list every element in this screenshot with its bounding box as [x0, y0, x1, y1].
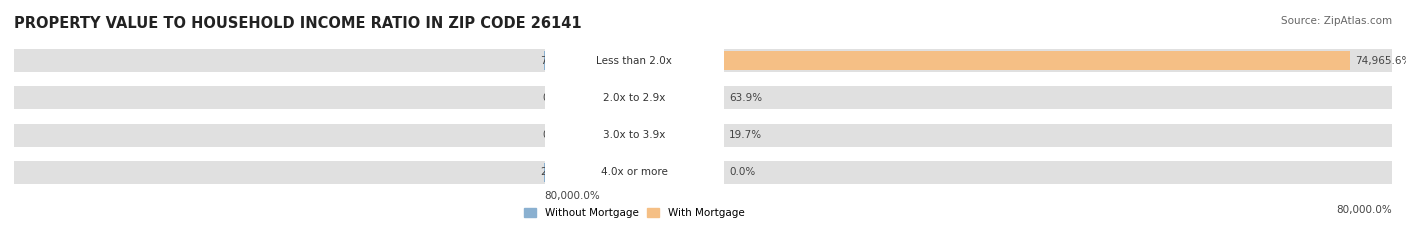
- Bar: [14, 49, 544, 72]
- Text: Source: ZipAtlas.com: Source: ZipAtlas.com: [1281, 16, 1392, 26]
- Bar: [724, 51, 1350, 70]
- Text: 19.7%: 19.7%: [730, 130, 762, 140]
- Bar: [14, 123, 544, 147]
- Text: 63.9%: 63.9%: [730, 93, 762, 103]
- Text: 74,965.6%: 74,965.6%: [1355, 56, 1406, 65]
- Text: 23.4%: 23.4%: [540, 168, 574, 177]
- Text: 0.0%: 0.0%: [541, 130, 568, 140]
- Bar: [724, 49, 1392, 72]
- Text: Less than 2.0x: Less than 2.0x: [596, 56, 672, 65]
- Bar: [724, 86, 1392, 110]
- Text: 2.0x to 2.9x: 2.0x to 2.9x: [603, 93, 665, 103]
- Text: 0.0%: 0.0%: [730, 168, 755, 177]
- Legend: Without Mortgage, With Mortgage: Without Mortgage, With Mortgage: [524, 208, 744, 218]
- Bar: [724, 161, 1392, 184]
- Text: 76.6%: 76.6%: [540, 56, 572, 65]
- Text: 3.0x to 3.9x: 3.0x to 3.9x: [603, 130, 665, 140]
- Bar: [14, 86, 544, 110]
- Text: 0.0%: 0.0%: [541, 93, 568, 103]
- Text: 80,000.0%: 80,000.0%: [544, 191, 600, 201]
- Bar: [724, 123, 1392, 147]
- Bar: [14, 161, 544, 184]
- Text: 4.0x or more: 4.0x or more: [600, 168, 668, 177]
- Text: PROPERTY VALUE TO HOUSEHOLD INCOME RATIO IN ZIP CODE 26141: PROPERTY VALUE TO HOUSEHOLD INCOME RATIO…: [14, 16, 582, 31]
- Text: 80,000.0%: 80,000.0%: [1336, 205, 1392, 215]
